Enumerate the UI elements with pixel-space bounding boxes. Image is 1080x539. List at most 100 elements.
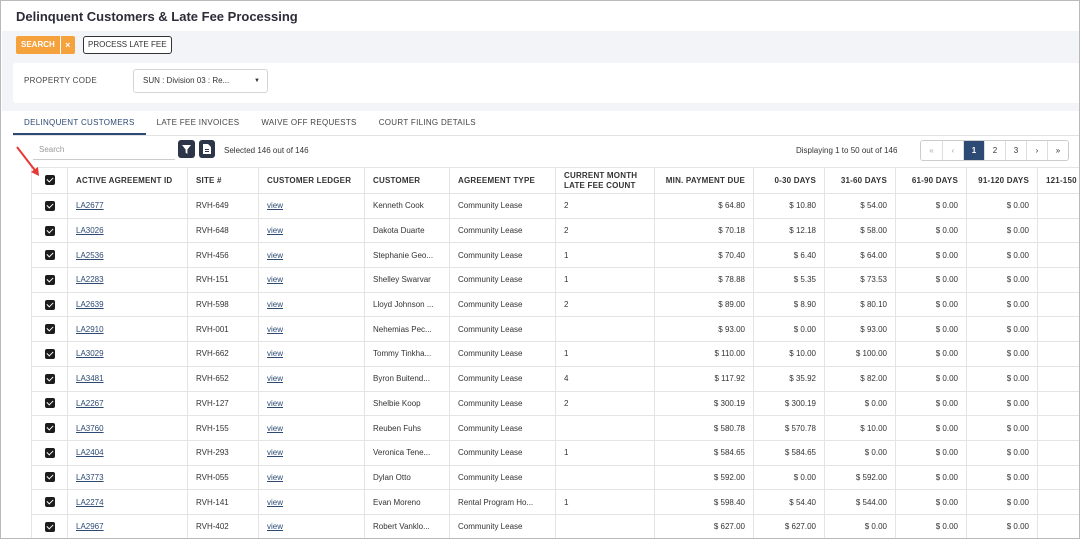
agreement-id-cell[interactable]: LA3773 <box>67 464 188 491</box>
clear-search-button[interactable]: × <box>59 36 75 54</box>
col-header-agreement-type[interactable]: AGREEMENT TYPE <box>449 167 556 194</box>
agreement-id-cell[interactable]: LA3029 <box>67 341 188 367</box>
ledger-view-cell[interactable]: view <box>258 217 365 244</box>
table-row[interactable]: LA2274 RVH-141 view Evan Moreno Rental Progr… <box>31 489 1079 515</box>
search-button[interactable]: SEARCH <box>16 36 60 54</box>
ledger-view-cell[interactable]: view <box>258 439 365 466</box>
table-row[interactable]: LA3760 RVH-155 view Reuben Fuhs Community Le… <box>31 415 1079 441</box>
row-checkbox[interactable] <box>44 225 55 236</box>
row-checkbox[interactable] <box>44 299 55 310</box>
agreement-id-link[interactable]: LA3481 <box>76 374 104 384</box>
table-row[interactable]: LA3026 RVH-648 view Dakota Duarte Community … <box>31 217 1079 244</box>
pager-page-2[interactable]: 2 <box>984 141 1005 160</box>
row-checkbox[interactable] <box>44 250 55 261</box>
table-row[interactable]: LA2267 RVH-127 view Shelbie Koop Community L… <box>31 390 1079 417</box>
agreement-id-link[interactable]: LA3029 <box>76 349 104 359</box>
ledger-view-cell[interactable]: view <box>258 513 365 538</box>
ledger-view-cell[interactable]: view <box>258 464 365 491</box>
row-checkbox-cell[interactable] <box>31 464 68 491</box>
table-row[interactable]: LA3029 RVH-662 view Tommy Tinkha... Communit… <box>31 341 1079 367</box>
table-row[interactable]: LA2536 RVH-456 view Stephanie Geo... Communi… <box>31 242 1079 269</box>
table-row[interactable]: LA2639 RVH-598 view Lloyd Johnson ... Commun… <box>31 291 1079 318</box>
ledger-view-link[interactable]: view <box>267 275 284 285</box>
agreement-id-link[interactable]: LA3773 <box>76 472 104 482</box>
agreement-id-link[interactable]: LA2404 <box>76 448 104 458</box>
row-checkbox[interactable] <box>44 274 55 285</box>
ledger-view-cell[interactable]: view <box>258 193 365 219</box>
agreement-id-cell[interactable]: LA3481 <box>67 365 188 392</box>
agreement-id-cell[interactable]: LA2967 <box>67 513 188 538</box>
col-header-ledger[interactable]: CUSTOMER LEDGER <box>258 167 365 194</box>
agreement-id-link[interactable]: LA2274 <box>76 497 104 507</box>
ledger-view-link[interactable]: view <box>267 423 284 433</box>
pager-last[interactable]: » <box>1047 141 1068 160</box>
select-all-checkbox[interactable] <box>44 175 55 186</box>
ledger-view-cell[interactable]: view <box>258 316 365 343</box>
row-checkbox[interactable] <box>44 447 55 458</box>
table-row[interactable]: LA2283 RVH-151 view Shelley Swarvar Communit… <box>31 267 1079 293</box>
agreement-id-link[interactable]: LA2283 <box>76 275 104 285</box>
agreement-id-cell[interactable]: LA2910 <box>67 316 188 343</box>
ledger-view-link[interactable]: view <box>267 448 284 458</box>
grid-search-input[interactable]: Search <box>33 140 175 160</box>
col-header-agreement-id[interactable]: ACTIVE AGREEMENT ID <box>67 167 188 194</box>
agreement-id-link[interactable]: LA2910 <box>76 324 104 334</box>
agreement-id-link[interactable]: LA3026 <box>76 226 104 236</box>
row-checkbox-cell[interactable] <box>31 242 68 269</box>
ledger-view-link[interactable]: view <box>267 472 284 482</box>
pager-page-1[interactable]: 1 <box>963 141 984 160</box>
col-header-min-payment[interactable]: MIN. PAYMENT DUE <box>654 167 754 194</box>
agreement-id-cell[interactable]: LA3760 <box>67 415 188 441</box>
col-header-site[interactable]: SITE # <box>187 167 259 194</box>
ledger-view-link[interactable]: view <box>267 226 284 236</box>
row-checkbox-cell[interactable] <box>31 267 68 293</box>
row-checkbox[interactable] <box>44 348 55 359</box>
col-header-late-fee-count[interactable]: CURRENT MONTH LATE FEE COUNT <box>555 167 655 194</box>
agreement-id-cell[interactable]: LA2267 <box>67 390 188 417</box>
ledger-view-link[interactable]: view <box>267 201 284 211</box>
row-checkbox-cell[interactable] <box>31 316 68 343</box>
property-code-select[interactable]: SUN : Division 03 : Re... ▼ <box>133 69 268 93</box>
ledger-view-cell[interactable]: view <box>258 489 365 515</box>
table-row[interactable]: LA2404 RVH-293 view Veronica Tene... Communi… <box>31 439 1079 466</box>
agreement-id-cell[interactable]: LA2536 <box>67 242 188 269</box>
pager-prev[interactable]: ‹ <box>942 141 963 160</box>
agreement-id-cell[interactable]: LA3026 <box>67 217 188 244</box>
row-checkbox[interactable] <box>44 472 55 483</box>
row-checkbox-cell[interactable] <box>31 365 68 392</box>
agreement-id-cell[interactable]: LA2283 <box>67 267 188 293</box>
row-checkbox[interactable] <box>44 423 55 434</box>
process-late-fee-button[interactable]: PROCESS LATE FEE <box>83 36 172 54</box>
filter-button[interactable] <box>178 140 195 158</box>
row-checkbox-cell[interactable] <box>31 513 68 538</box>
row-checkbox[interactable] <box>44 398 55 409</box>
ledger-view-cell[interactable]: view <box>258 365 365 392</box>
agreement-id-link[interactable]: LA2267 <box>76 398 104 408</box>
agreement-id-link[interactable]: LA3760 <box>76 423 104 433</box>
export-button[interactable] <box>199 140 215 158</box>
pager-first[interactable]: « <box>921 141 942 160</box>
table-row[interactable]: LA2910 RVH-001 view Nehemias Pec... Communit… <box>31 316 1079 343</box>
ledger-view-cell[interactable]: view <box>258 267 365 293</box>
ledger-view-cell[interactable]: view <box>258 415 365 441</box>
row-checkbox-cell[interactable] <box>31 439 68 466</box>
tab-delinquent-customers[interactable]: DELINQUENT CUSTOMERS <box>13 113 146 135</box>
agreement-id-cell[interactable]: LA2677 <box>67 193 188 219</box>
table-row[interactable]: LA3481 RVH-652 view Byron Buitend... Communi… <box>31 365 1079 392</box>
row-checkbox-cell[interactable] <box>31 193 68 219</box>
row-checkbox[interactable] <box>44 324 55 335</box>
col-header-31-60[interactable]: 31-60 DAYS <box>824 167 896 194</box>
ledger-view-cell[interactable]: view <box>258 242 365 269</box>
row-checkbox-cell[interactable] <box>31 489 68 515</box>
row-checkbox[interactable] <box>44 200 55 211</box>
ledger-view-link[interactable]: view <box>267 300 284 310</box>
tab-court-filing-details[interactable]: COURT FILING DETAILS <box>378 118 476 127</box>
agreement-id-cell[interactable]: LA2274 <box>67 489 188 515</box>
agreement-id-link[interactable]: LA2677 <box>76 201 104 211</box>
table-row[interactable]: LA3773 RVH-055 view Dylan Otto Community Lea… <box>31 464 1079 491</box>
ledger-view-link[interactable]: view <box>267 324 284 334</box>
ledger-view-cell[interactable]: view <box>258 390 365 417</box>
ledger-view-cell[interactable]: view <box>258 341 365 367</box>
row-checkbox-cell[interactable] <box>31 415 68 441</box>
ledger-view-cell[interactable]: view <box>258 291 365 318</box>
